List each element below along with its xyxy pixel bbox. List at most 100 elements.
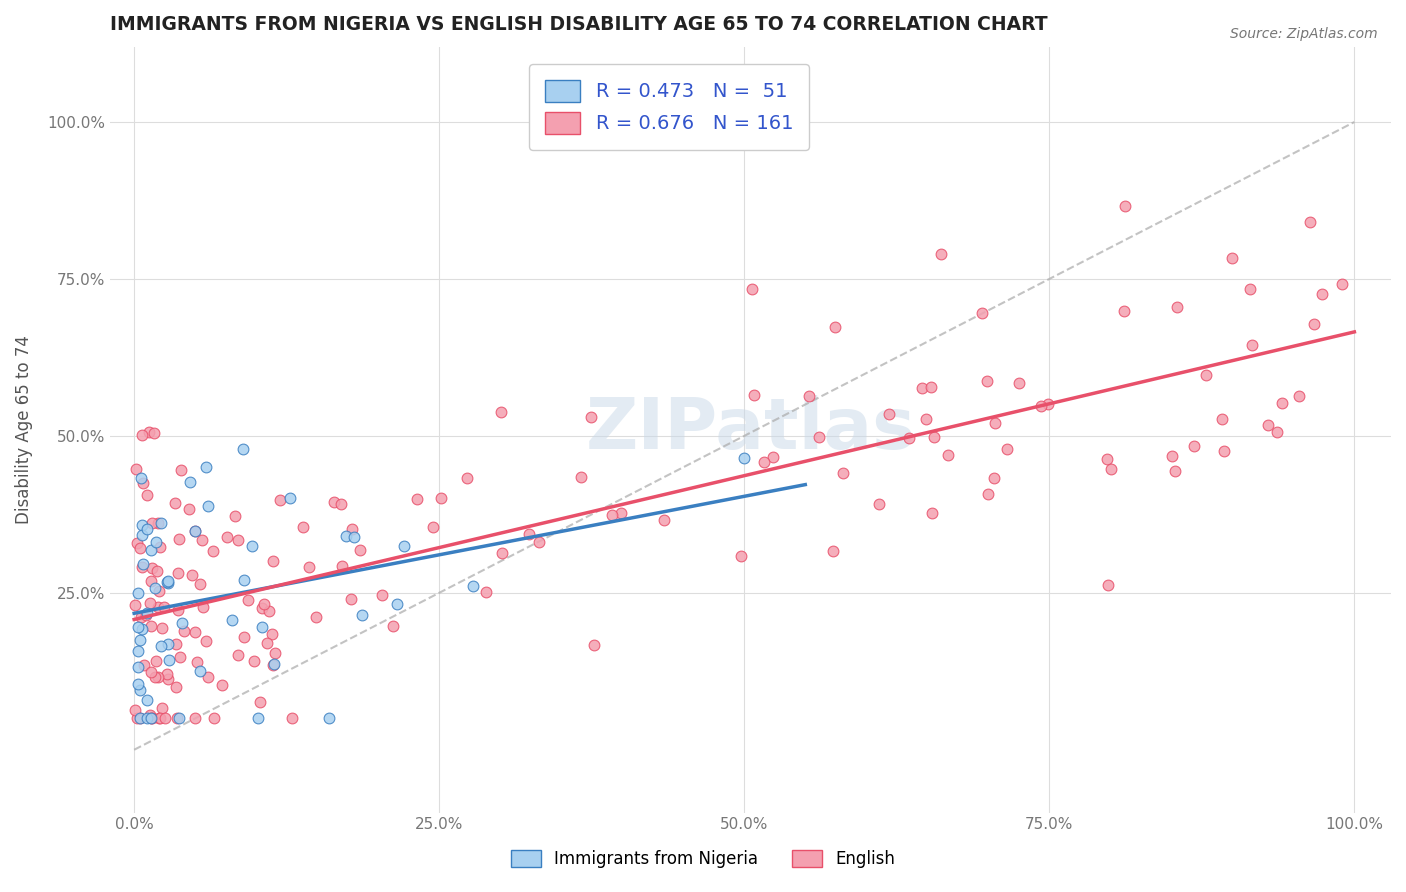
Point bbox=[281, 711, 304, 725]
Point bbox=[215, 530, 238, 544]
Point bbox=[135, 608, 157, 623]
Point bbox=[124, 703, 146, 717]
Point bbox=[752, 455, 775, 469]
Point bbox=[139, 711, 162, 725]
Point bbox=[1310, 287, 1333, 301]
Point bbox=[1220, 251, 1243, 265]
Point bbox=[257, 604, 280, 618]
Point bbox=[1036, 397, 1059, 411]
Point bbox=[194, 459, 217, 474]
Point bbox=[124, 598, 146, 612]
Point bbox=[1239, 282, 1261, 296]
Point bbox=[226, 533, 249, 548]
Point bbox=[132, 558, 155, 572]
Point bbox=[127, 586, 149, 600]
Point bbox=[250, 601, 273, 615]
Point bbox=[1265, 425, 1288, 440]
Point bbox=[141, 711, 163, 725]
Point bbox=[172, 615, 194, 630]
Point bbox=[489, 405, 512, 419]
Y-axis label: Disability Age 65 to 74: Disability Age 65 to 74 bbox=[15, 335, 32, 524]
Point bbox=[156, 666, 179, 681]
Point bbox=[1112, 303, 1135, 318]
Point bbox=[141, 561, 163, 575]
Point bbox=[180, 568, 202, 582]
Point bbox=[879, 407, 901, 421]
Point bbox=[291, 520, 314, 534]
Point bbox=[186, 656, 208, 670]
Point bbox=[652, 513, 675, 527]
Point bbox=[183, 524, 205, 539]
Point bbox=[340, 592, 363, 607]
Point bbox=[145, 654, 167, 668]
Point bbox=[323, 495, 346, 509]
Point bbox=[911, 381, 934, 395]
Point bbox=[262, 657, 284, 672]
Point bbox=[456, 470, 478, 484]
Point bbox=[1213, 443, 1236, 458]
Point bbox=[1195, 368, 1218, 382]
Point bbox=[165, 680, 187, 694]
Point bbox=[1331, 277, 1354, 291]
Point bbox=[253, 597, 276, 611]
Text: ZIPatlas: ZIPatlas bbox=[585, 395, 915, 464]
Point bbox=[382, 619, 405, 633]
Point bbox=[1097, 578, 1119, 592]
Point bbox=[202, 543, 225, 558]
Point bbox=[149, 540, 172, 554]
Point bbox=[131, 428, 153, 442]
Point bbox=[741, 282, 763, 296]
Point bbox=[135, 711, 157, 725]
Point bbox=[188, 664, 211, 678]
Point bbox=[136, 606, 159, 620]
Point bbox=[579, 409, 602, 424]
Point bbox=[240, 539, 263, 553]
Point bbox=[131, 518, 153, 533]
Point bbox=[733, 451, 755, 466]
Point bbox=[1008, 376, 1031, 390]
Point bbox=[191, 533, 214, 548]
Point bbox=[392, 539, 415, 553]
Point bbox=[156, 576, 179, 591]
Point bbox=[243, 654, 266, 668]
Point bbox=[149, 711, 172, 725]
Point bbox=[1114, 198, 1136, 212]
Point bbox=[335, 529, 357, 543]
Point bbox=[184, 625, 207, 640]
Point bbox=[139, 708, 162, 723]
Text: IMMIGRANTS FROM NIGERIA VS ENGLISH DISABILITY AGE 65 TO 74 CORRELATION CHART: IMMIGRANTS FROM NIGERIA VS ENGLISH DISAB… bbox=[110, 15, 1047, 34]
Point bbox=[330, 558, 353, 573]
Point bbox=[131, 527, 153, 541]
Point bbox=[141, 516, 163, 531]
Point bbox=[167, 566, 190, 581]
Point bbox=[256, 635, 278, 649]
Point bbox=[262, 554, 284, 568]
Point bbox=[832, 466, 855, 480]
Point bbox=[197, 499, 219, 513]
Point bbox=[269, 492, 291, 507]
Point bbox=[349, 543, 371, 558]
Point bbox=[131, 559, 153, 574]
Point bbox=[262, 626, 284, 640]
Point bbox=[157, 672, 180, 686]
Point bbox=[139, 596, 162, 610]
Point bbox=[582, 638, 605, 652]
Legend: R = 0.473   N =  51, R = 0.676   N = 161: R = 0.473 N = 51, R = 0.676 N = 161 bbox=[530, 64, 808, 150]
Point bbox=[179, 475, 201, 489]
Point bbox=[387, 597, 409, 611]
Point bbox=[1182, 439, 1205, 453]
Point bbox=[128, 633, 150, 648]
Point bbox=[170, 463, 193, 477]
Point bbox=[984, 416, 1007, 430]
Point bbox=[915, 412, 938, 426]
Point bbox=[127, 659, 149, 673]
Point bbox=[135, 522, 157, 536]
Point bbox=[197, 670, 219, 684]
Point bbox=[1211, 411, 1233, 425]
Point bbox=[1240, 338, 1263, 352]
Point bbox=[166, 603, 188, 617]
Point bbox=[929, 246, 952, 260]
Point bbox=[263, 657, 285, 672]
Point bbox=[157, 653, 180, 667]
Point bbox=[278, 491, 301, 505]
